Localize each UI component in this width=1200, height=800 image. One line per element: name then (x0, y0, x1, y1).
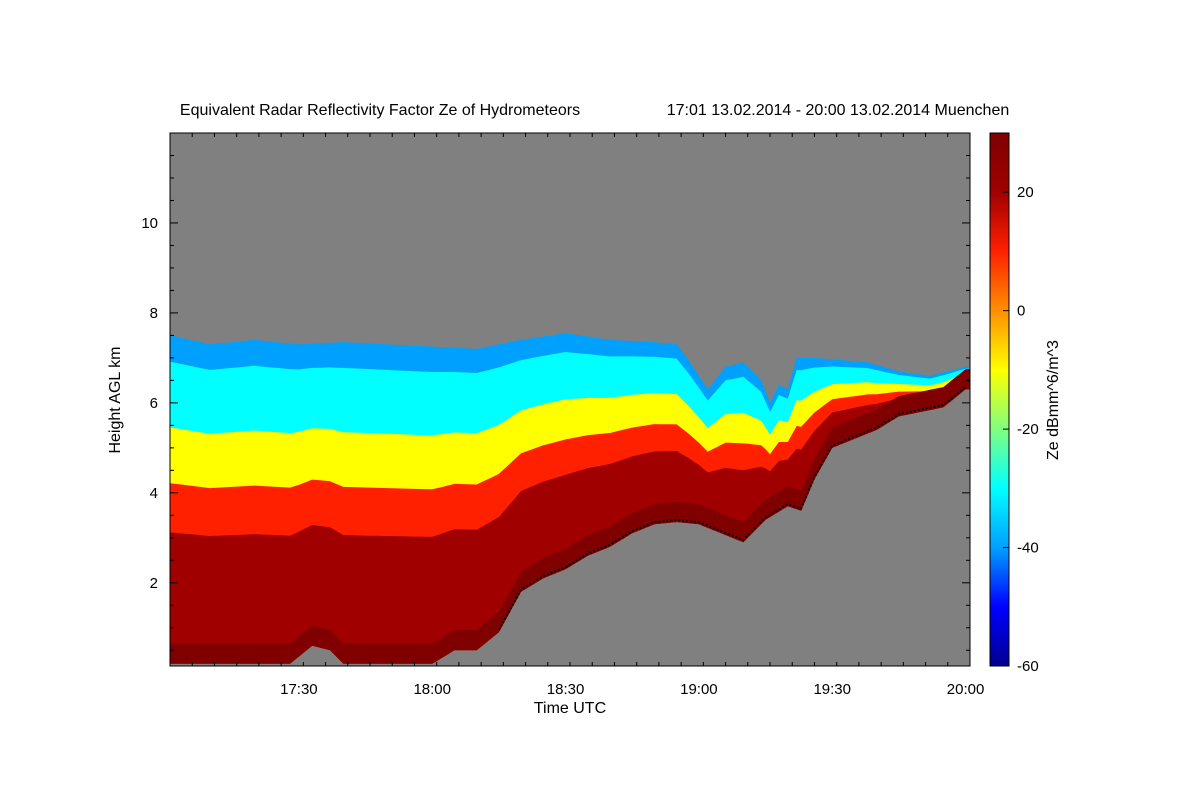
y-axis-label: Height AGL km (107, 346, 124, 453)
y-tick-label: 8 (150, 305, 158, 322)
plot-area (169, 132, 971, 667)
cloud-base-line (498, 386, 967, 631)
x-tick-label: 19:00 (680, 681, 718, 698)
colorbar: 20 0 -20 -40 -60 Ze dBmm^6/m^3 (989, 132, 1062, 675)
x-tick-label: 18:30 (547, 681, 585, 698)
x-axis-label: Time UTC (534, 700, 606, 717)
y-tick-label: 6 (150, 395, 158, 412)
x-tick-label: 19:30 (813, 681, 851, 698)
y-tick-label: 10 (141, 215, 158, 232)
colorbar-label: Ze dBmm^6/m^3 (1045, 340, 1062, 460)
x-tick-label: 17:30 (280, 681, 318, 698)
colorbar-tick-label: 20 (1017, 184, 1034, 201)
x-tick-label: 18:00 (413, 681, 451, 698)
reflectivity-layers (170, 333, 970, 664)
y-axis: 2 4 6 8 10 (141, 132, 970, 651)
y-tick-label: 4 (150, 485, 158, 502)
chart-subtitle: 17:01 13.02.2014 - 20:00 13.02.2014 Muen… (667, 102, 1010, 119)
colorbar-ticks: 20 0 -20 -40 -60 (1003, 184, 1039, 675)
colorbar-tick-label: -40 (1017, 540, 1039, 557)
colorbar-tick-label: 0 (1017, 303, 1025, 320)
reflectivity-layer (170, 380, 970, 664)
y-tick-label: 2 (150, 575, 158, 592)
colorbar-tick-label: -20 (1017, 421, 1039, 438)
colorbar-gradient (989, 132, 1010, 667)
x-tick-label: 20:00 (947, 681, 985, 698)
chart-title: Equivalent Radar Reflectivity Factor Ze … (180, 102, 580, 119)
colorbar-tick-label: -60 (1017, 658, 1039, 675)
x-axis: 17:30 18:00 18:30 19:00 19:30 20:00 (169, 133, 985, 698)
